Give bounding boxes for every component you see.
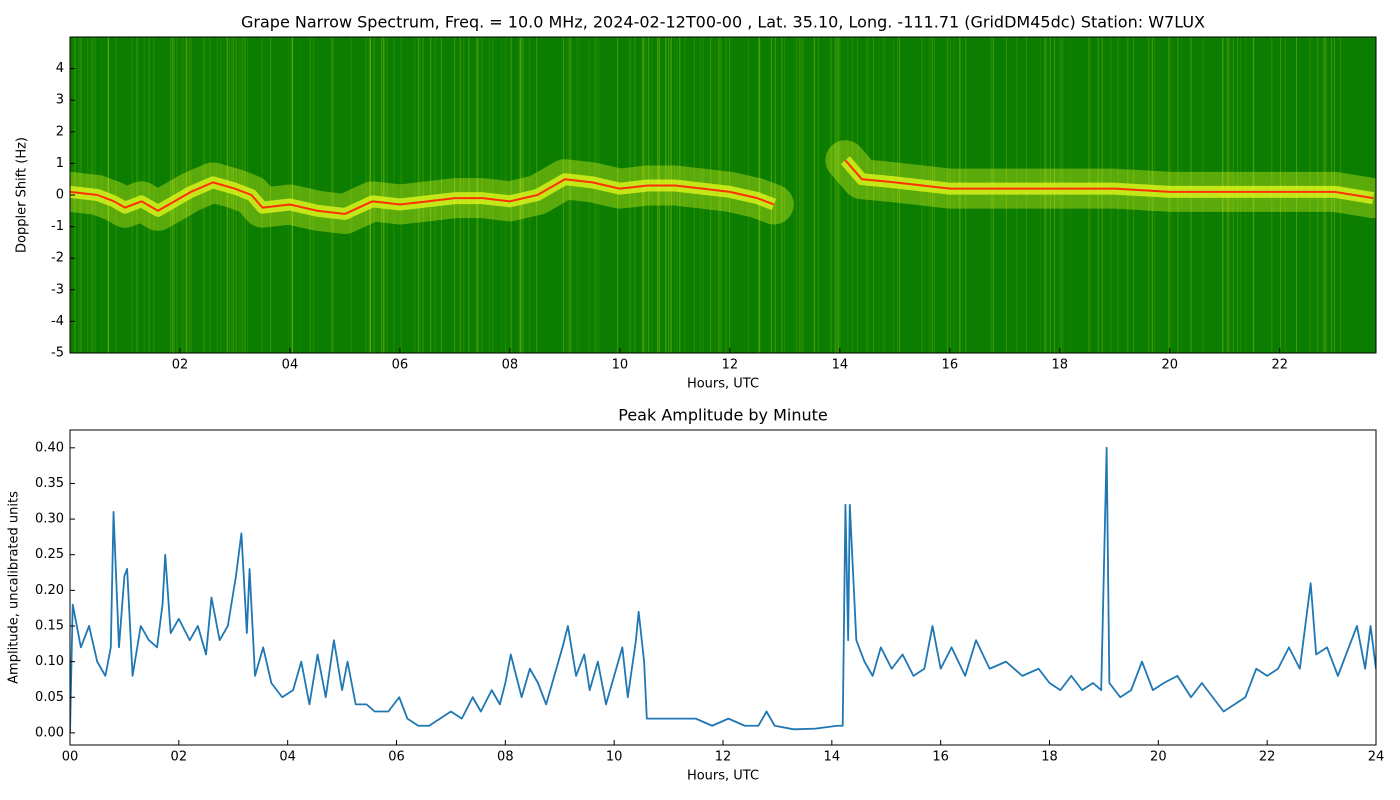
y-tick-label: 4 — [56, 61, 64, 76]
y-tick-label: 0 — [56, 188, 64, 203]
x-tick-label: 22 — [1259, 750, 1276, 765]
y-tick-label: 0.15 — [35, 618, 64, 633]
x-tick-label: 06 — [392, 358, 409, 373]
y-tick-label: -4 — [51, 314, 64, 329]
y-tick-label: 2 — [56, 124, 64, 139]
y-tick-label: -5 — [51, 346, 64, 361]
y-tick-label: 0.35 — [35, 476, 64, 491]
y-tick-label: -1 — [51, 219, 64, 234]
plot-area — [70, 37, 1376, 353]
x-tick-label: 02 — [172, 358, 189, 373]
y-tick-label: -3 — [51, 282, 64, 297]
plot-frame — [69, 429, 1377, 746]
y-tick-label: 0.40 — [35, 440, 64, 455]
chart-title: Peak Amplitude by Minute — [618, 406, 828, 425]
y-tick-label: 1 — [56, 156, 64, 171]
y-tick-label: 0.20 — [35, 583, 64, 598]
y-axis-label: Amplitude, uncalibrated units — [7, 491, 22, 684]
x-tick-label: 10 — [612, 358, 629, 373]
x-tick-label: 12 — [722, 358, 739, 373]
x-tick-label: 04 — [279, 750, 296, 765]
x-tick-label: 06 — [388, 750, 405, 765]
chart-title: Grape Narrow Spectrum, Freq. = 10.0 MHz,… — [241, 13, 1205, 32]
y-tick-label: 0.25 — [35, 547, 64, 562]
y-axis-label: Doppler Shift (Hz) — [15, 137, 30, 253]
amplitude-line — [70, 446, 1376, 733]
x-tick-label: 24 — [1368, 750, 1385, 765]
x-tick-label: 08 — [497, 750, 514, 765]
y-tick-label: -2 — [51, 251, 64, 266]
x-tick-label: 16 — [932, 750, 949, 765]
y-tick-label: 0.10 — [35, 654, 64, 669]
x-tick-label: 04 — [282, 358, 299, 373]
x-tick-label: 22 — [1271, 358, 1288, 373]
x-tick-label: 00 — [62, 750, 79, 765]
x-tick-label: 10 — [606, 750, 623, 765]
plot-area — [70, 446, 1376, 733]
x-tick-label: 08 — [502, 358, 519, 373]
x-tick-label: 14 — [832, 358, 849, 373]
x-tick-label: 18 — [1052, 358, 1069, 373]
x-tick-label: 14 — [824, 750, 841, 765]
x-axis-label: Hours, UTC — [687, 769, 759, 784]
y-tick-label: 3 — [56, 93, 64, 108]
x-tick-label: 02 — [171, 750, 188, 765]
doppler-trace — [70, 159, 1374, 215]
x-tick-label: 20 — [1162, 358, 1179, 373]
x-tick-label: 18 — [1041, 750, 1058, 765]
y-tick-label: 0.30 — [35, 512, 64, 527]
x-axis-label: Hours, UTC — [687, 377, 759, 392]
x-tick-label: 12 — [715, 750, 732, 765]
y-tick-label: 0.00 — [35, 725, 64, 740]
x-tick-label: 20 — [1150, 750, 1167, 765]
x-tick-label: 16 — [942, 358, 959, 373]
y-tick-label: 0.05 — [35, 690, 64, 705]
